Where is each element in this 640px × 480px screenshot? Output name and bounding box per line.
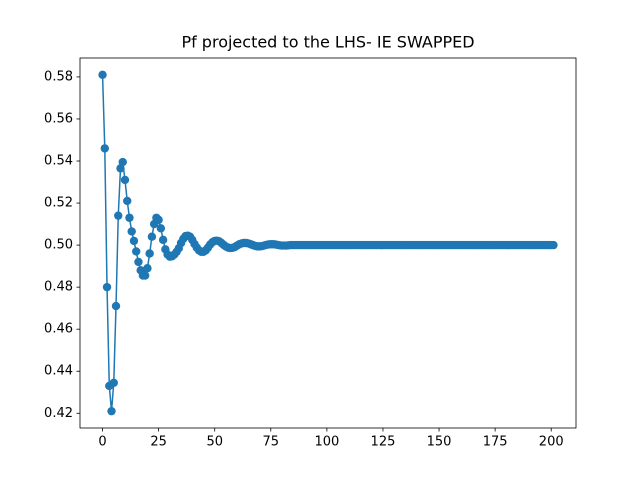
data-point <box>98 70 107 80</box>
data-point <box>102 282 112 292</box>
data-point <box>114 211 123 220</box>
data-point <box>123 196 132 206</box>
y-tick-label: 0.48 <box>44 280 73 295</box>
x-tick-label: 25 <box>150 435 167 450</box>
y-tick-label: 0.54 <box>44 154 73 169</box>
data-point <box>131 247 141 256</box>
x-tick-label: 200 <box>539 435 564 450</box>
y-tick-label: 0.58 <box>44 69 73 84</box>
data-point <box>118 157 127 167</box>
data-point <box>116 164 125 173</box>
y-tick-label: 0.50 <box>44 238 73 253</box>
data-point <box>100 144 109 153</box>
data-point <box>111 301 121 311</box>
chart-title: Pf projected to the LHS- IE SWAPPED <box>181 33 474 52</box>
data-point <box>156 224 166 233</box>
data-point <box>120 175 130 185</box>
x-tick-label: 175 <box>483 435 508 450</box>
x-tick-label: 100 <box>314 435 339 450</box>
data-point <box>158 235 168 245</box>
data-point <box>107 406 116 416</box>
x-tick-label: 150 <box>427 435 452 450</box>
x-tick-label: 50 <box>206 435 223 450</box>
x-tick-label: 75 <box>263 435 280 450</box>
y-tick-label: 0.42 <box>44 406 73 421</box>
axes-frame <box>79 57 577 429</box>
data-point <box>140 271 150 280</box>
y-tick-label: 0.44 <box>44 364 73 379</box>
data-point <box>147 232 157 241</box>
data-point <box>109 378 118 388</box>
y-tick-label: 0.46 <box>44 322 73 337</box>
data-point <box>143 264 152 273</box>
data-point <box>125 213 134 222</box>
y-tick-label: 0.56 <box>44 111 73 126</box>
y-tick-label: 0.52 <box>44 196 73 211</box>
data-point <box>145 249 154 258</box>
data-point <box>127 227 136 236</box>
data-point <box>549 240 558 250</box>
x-tick-label: 125 <box>371 435 396 450</box>
data-point <box>129 236 139 246</box>
data-point <box>134 257 143 267</box>
x-tick-label: 0 <box>98 435 106 450</box>
data-point <box>154 215 163 225</box>
